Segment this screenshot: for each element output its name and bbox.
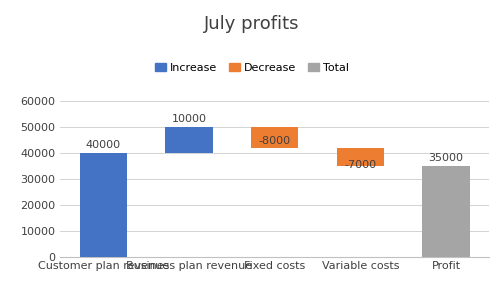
Text: -7000: -7000	[344, 160, 376, 170]
Bar	[337, 147, 384, 166]
Text: 10000: 10000	[171, 114, 207, 124]
Bar	[422, 166, 470, 257]
Text: 35000: 35000	[428, 153, 464, 163]
Bar	[251, 127, 298, 147]
Bar	[80, 153, 127, 257]
Bar	[165, 127, 213, 153]
Text: July profits: July profits	[204, 15, 300, 33]
Legend: Increase, Decrease, Total: Increase, Decrease, Total	[150, 58, 354, 77]
Text: -8000: -8000	[259, 136, 291, 146]
Text: 40000: 40000	[86, 140, 121, 150]
